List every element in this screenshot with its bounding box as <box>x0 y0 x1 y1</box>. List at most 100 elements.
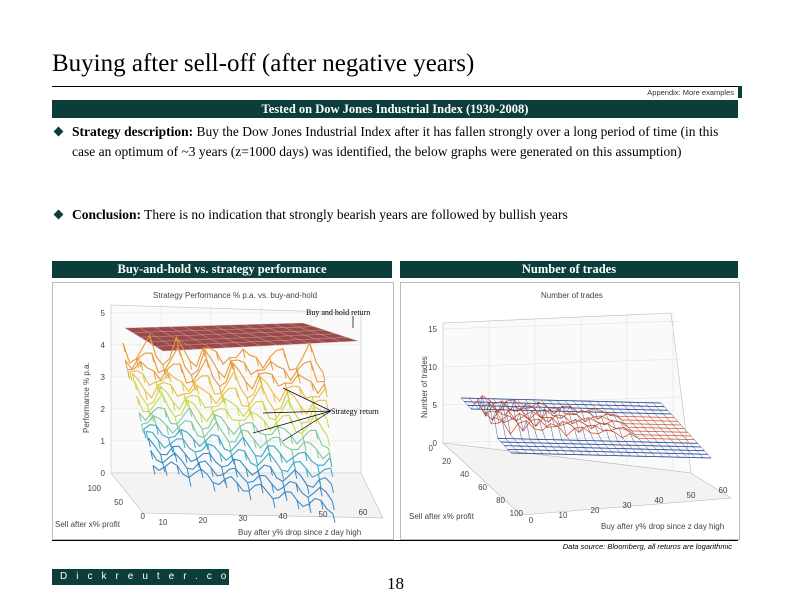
strategy-surface-hatch <box>140 424 144 434</box>
strategy-surface-hatch <box>182 438 186 449</box>
strategy-surface-hatch <box>138 412 142 422</box>
right-y-tick: 10 <box>559 511 568 520</box>
trades-mesh-col <box>548 400 600 456</box>
left-z-tick: 2 <box>101 405 106 414</box>
left-x-tick: 100 <box>88 484 102 493</box>
strategy-surface-hatch <box>170 384 174 395</box>
strategy-surface-hatch <box>268 452 272 463</box>
trades-mesh-col <box>460 397 512 454</box>
strategy-surface-hatch <box>200 468 204 479</box>
strategy-surface-hatch <box>235 388 239 398</box>
trades-mesh-col <box>524 399 576 455</box>
strategy-surface-hatch <box>296 500 300 510</box>
left-y-tick: 40 <box>279 512 288 521</box>
strategy-surface-hatch <box>134 380 138 391</box>
strategy-surface-hatch <box>122 342 126 353</box>
strategy-surface-hatch <box>272 498 276 508</box>
trades-mesh-row <box>500 441 702 448</box>
strategy-surface-hatch <box>164 369 168 379</box>
strategy-surface-hatch <box>150 450 154 460</box>
strategy-surface-hatch <box>255 357 259 367</box>
strategy-surface-hatch <box>189 407 193 417</box>
strategy-surface-hatch <box>223 398 227 408</box>
trades-mesh-col <box>540 399 592 456</box>
strategy-surface-line <box>147 437 332 489</box>
strategy-surface-hatch <box>168 437 172 447</box>
bullet-bold: Strategy description: <box>72 124 194 139</box>
strategy-surface-hatch <box>279 453 283 463</box>
strategy-surface-hatch <box>210 467 214 477</box>
strategy-surface-hatch <box>250 411 254 422</box>
strategy-surface-hatch <box>311 396 315 406</box>
trades-mesh-row <box>460 397 662 404</box>
strategy-surface-hatch <box>242 349 246 359</box>
strategy-surface-hatch <box>269 466 273 476</box>
trades-mesh-col <box>612 401 664 457</box>
trades-mesh-col <box>572 400 624 456</box>
strategy-surface-hatch <box>177 346 181 356</box>
strategy-surface-hatch <box>252 422 256 432</box>
trades-mesh-col <box>636 402 688 458</box>
strategy-surface-hatch <box>297 374 301 384</box>
diamond-bullet-icon <box>53 126 64 137</box>
left-z-tick: 5 <box>101 309 106 318</box>
trades-mesh-col <box>564 400 616 456</box>
strategy-surface-hatch <box>147 437 151 448</box>
trades-mesh-col <box>604 401 656 457</box>
strategy-surface-hatch <box>183 393 187 404</box>
strategy-surface-hatch <box>303 441 307 451</box>
strategy-surface-hatch <box>140 361 144 371</box>
strategy-surface-hatch <box>184 453 188 463</box>
right-y-tick: 30 <box>623 501 632 510</box>
left-x-label: Sell after x% profit <box>55 520 121 529</box>
data-source: Data source: Bloomberg, all returns are … <box>562 542 732 551</box>
strategy-surface-hatch <box>305 468 309 478</box>
strategy-surface-hatch <box>322 372 326 382</box>
strategy-surface-hatch <box>205 358 209 368</box>
buyhold-plane <box>125 323 358 351</box>
strategy-surface-hatch <box>324 388 328 398</box>
strategy-surface-hatch <box>212 482 216 492</box>
strategy-surface-hatch <box>136 395 140 406</box>
right-y-label: Buy after y% drop since z day high <box>601 522 724 531</box>
bullet-strategy-description: Strategy description: Buy the Dow Jones … <box>52 122 732 162</box>
page-title: Buying after sell-off (after negative ye… <box>52 50 475 77</box>
strategy-surface-hatch <box>153 370 157 381</box>
trades-mesh-row <box>477 400 678 422</box>
right-chart-title: Number of trades <box>541 291 603 300</box>
strategy-surface-hatch <box>272 393 276 403</box>
strategy-surface-hatch <box>245 468 249 478</box>
strategy-surface-hatch <box>313 406 317 416</box>
strategy-surface-hatch <box>271 374 275 384</box>
right-y-tick: 20 <box>591 506 600 515</box>
strategy-surface-hatch <box>234 468 238 478</box>
strategy-surface-hatch <box>228 441 232 452</box>
trades-mesh-row <box>467 404 668 411</box>
trades-mesh-col <box>484 398 536 454</box>
buyhold-annotation: Buy and hold return <box>306 308 370 317</box>
strategy-surface-hatch <box>143 428 147 439</box>
left-y-tick: 30 <box>239 514 248 523</box>
right-x-tick: 40 <box>460 470 469 479</box>
trades-mesh-row <box>497 437 698 444</box>
right-y-tick: 40 <box>655 496 664 505</box>
left-chart-title: Strategy Performance % p.a. vs. buy-and-… <box>153 291 317 300</box>
diamond-bullet-icon <box>53 209 64 220</box>
appendix-label: Appendix: More examples <box>647 88 734 97</box>
strategy-surface-hatch <box>331 500 335 511</box>
strategy-surface-hatch <box>320 500 324 510</box>
strategy-surface-hatch <box>233 459 237 469</box>
strategy-surface-hatch <box>209 394 213 404</box>
strategy-surface-hatch <box>181 382 185 392</box>
strategy-surface-hatch <box>273 410 277 420</box>
left-x-tick: 0 <box>141 512 146 521</box>
trades-mesh-col <box>492 398 544 454</box>
strategy-surface-hatch <box>208 453 212 463</box>
strategy-surface-hatch <box>316 449 320 459</box>
strategy-surface-hatch <box>236 406 240 417</box>
strategy-surface-hatch <box>232 362 236 372</box>
strategy-surface-hatch <box>192 438 196 449</box>
strategy-surface-hatch <box>306 485 310 495</box>
strategy-surface-line <box>152 461 334 515</box>
strategy-surface-hatch <box>155 425 159 435</box>
